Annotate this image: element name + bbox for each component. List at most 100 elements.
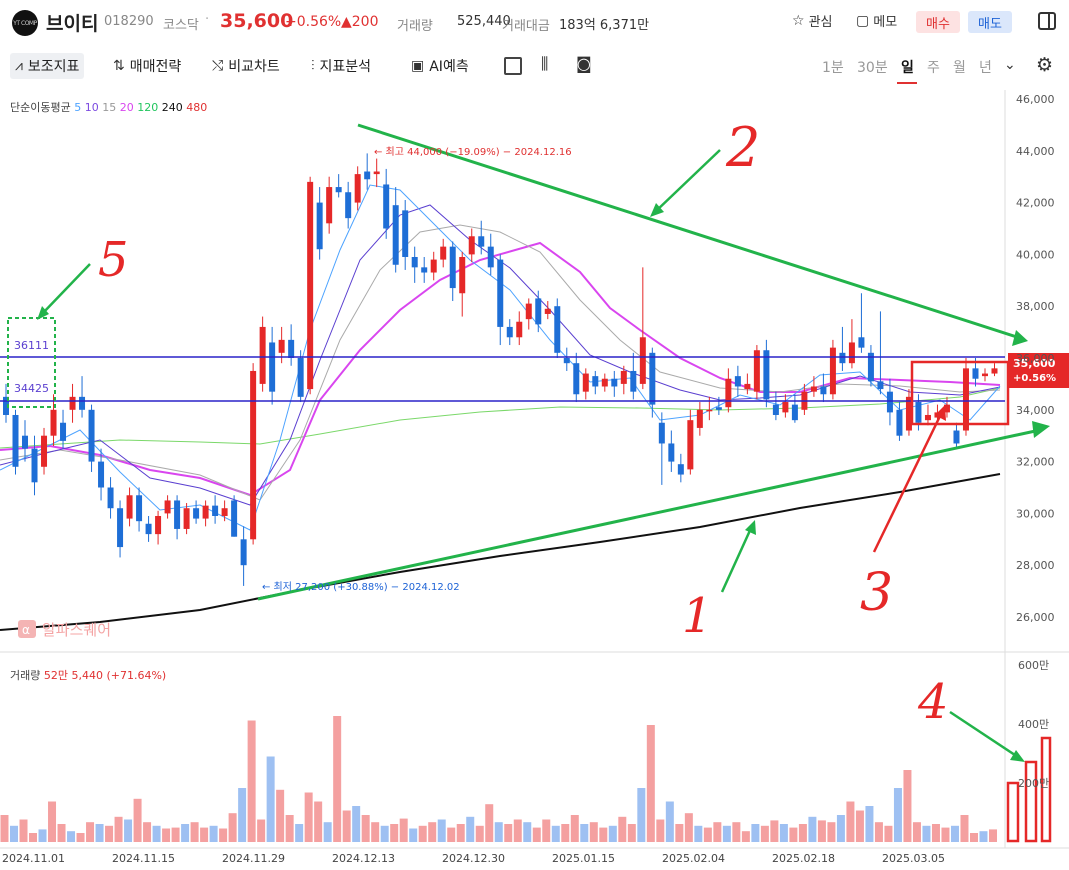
candle-body: [791, 404, 798, 421]
analysis-button[interactable]: ⫶ 지표분석: [311, 56, 371, 76]
draw-box-icon[interactable]: [504, 57, 522, 75]
candle-body: [354, 174, 361, 203]
volume-bar: [399, 818, 408, 842]
candle-body: [307, 181, 314, 390]
candle-body: [240, 539, 247, 566]
period-day[interactable]: 일: [901, 60, 914, 76]
date-tick-label: 2025.03.05: [882, 852, 945, 865]
candle-body: [858, 337, 865, 348]
lower-trend-arrowhead: [1032, 421, 1050, 438]
arrow-2-head: [650, 203, 664, 217]
ma-10: 10: [84, 101, 99, 114]
candle-body: [449, 246, 456, 289]
volume-bar: [323, 822, 332, 842]
candle-body: [164, 500, 171, 514]
mark-3: 3: [860, 563, 893, 623]
volume-bar: [798, 824, 807, 842]
gear-icon[interactable]: ⚙: [1036, 54, 1054, 76]
candle-body: [335, 187, 342, 193]
volume-bar: [770, 820, 779, 842]
volume-bar: [646, 725, 655, 842]
candle-body: [991, 368, 998, 374]
volume-bar: [342, 810, 351, 842]
candle-icon[interactable]: ⫼: [541, 54, 549, 73]
volume-bar: [133, 798, 142, 842]
volume-bar: [447, 827, 456, 842]
chart-toolbar: ⩘ 보조지표 ⇅ 매매전략 ⤭ 비교차트 ⫶ 지표분석 ▣ AI예측: [0, 48, 1069, 84]
candle-body: [829, 347, 836, 395]
candle-body: [383, 184, 390, 229]
volume-bar: [304, 792, 313, 842]
strategy-icon: ⇅: [113, 58, 125, 74]
volume-bar: [618, 816, 627, 842]
volume-bar: [105, 825, 114, 842]
candle-body: [31, 448, 38, 483]
watch-button[interactable]: ☆ 관심: [792, 11, 832, 31]
volume-bar: [209, 825, 218, 842]
volume-bar: [884, 825, 893, 842]
camera-icon[interactable]: ◙: [576, 54, 592, 73]
volume-bar: [418, 825, 427, 842]
sell-button[interactable]: 매도: [968, 11, 1012, 33]
volume-bar: [931, 824, 940, 842]
arrow-1: [720, 525, 754, 593]
volume-bar: [390, 824, 399, 842]
volume-bar: [143, 822, 152, 842]
volume-bar: [57, 824, 66, 842]
candle-body: [69, 396, 76, 410]
period-week[interactable]: 주: [927, 60, 940, 76]
volume-bar: [76, 833, 85, 842]
arrow-5-head: [37, 306, 49, 320]
candle-body: [981, 373, 988, 377]
volume-bar: [380, 825, 389, 842]
volume-label: 거래량: [397, 19, 433, 34]
analysis-label: 지표분석: [319, 59, 372, 75]
candle-body: [706, 409, 713, 412]
indicator-icon: ⩘: [15, 58, 23, 74]
volume-bar: [19, 819, 28, 842]
arrow-2: [654, 149, 721, 213]
period-year[interactable]: 년: [979, 60, 992, 76]
candle-body: [516, 321, 523, 338]
candle-body: [924, 414, 931, 421]
period-1min[interactable]: 1분: [822, 60, 844, 76]
volume-bar: [114, 816, 123, 842]
volume-bar: [846, 801, 855, 842]
volume-bar: [371, 822, 380, 842]
candle-body: [877, 381, 884, 390]
chevron-down-icon[interactable]: ⌄: [1004, 57, 1016, 73]
price-tick-label: 36,000: [1016, 352, 1055, 365]
mark-2: 2: [725, 116, 760, 179]
date-tick-label: 2025.01.15: [552, 852, 615, 865]
candle-body: [478, 236, 485, 247]
memo-button[interactable]: ▢ 메모: [856, 11, 897, 31]
candle-body: [126, 495, 133, 519]
sidebar-toggle-icon[interactable]: [1038, 12, 1056, 30]
candle-body: [231, 500, 238, 537]
indicator-button[interactable]: ⩘ 보조지표: [10, 53, 85, 79]
strategy-button[interactable]: ⇅ 매매전략: [113, 56, 181, 76]
period-30min[interactable]: 30분: [857, 60, 888, 76]
candle-body: [582, 373, 589, 392]
candle-body: [810, 386, 817, 392]
candle-body: [763, 350, 770, 400]
lower-trend-line: [257, 428, 1041, 601]
price-tick-label: 34,000: [1016, 404, 1055, 417]
candle-body: [145, 523, 152, 535]
candle-body: [544, 308, 551, 314]
volume-bar: [599, 827, 608, 842]
ma-240-line: [0, 473, 1001, 631]
volume-bar: [38, 829, 47, 842]
period-month[interactable]: 월: [953, 60, 966, 76]
volume-bar: [0, 815, 9, 842]
candle-body: [630, 370, 637, 392]
date-tick-label: 2024.12.13: [332, 852, 395, 865]
volume-bar: [969, 833, 978, 842]
ma-120-line: [0, 387, 1001, 449]
compare-button[interactable]: ⤭ 비교차트: [212, 56, 280, 76]
ai-predict-button[interactable]: ▣ AI예측: [411, 56, 469, 76]
candle-body: [649, 352, 656, 405]
buy-button[interactable]: 매수: [916, 11, 960, 33]
high-annotation: ← 최고 44,000 (−19.09%) − 2024.12.16: [374, 146, 572, 158]
